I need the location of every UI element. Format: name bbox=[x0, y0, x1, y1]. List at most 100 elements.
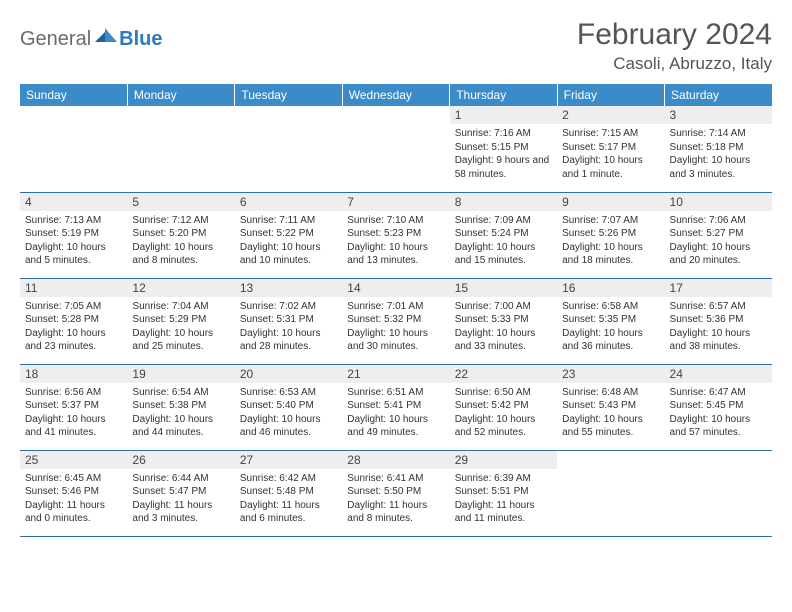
day-number: 23 bbox=[557, 365, 664, 383]
weekday-header: Tuesday bbox=[235, 84, 342, 106]
day-cell: 18Sunrise: 6:56 AMSunset: 5:37 PMDayligh… bbox=[20, 364, 127, 450]
day-details: Sunrise: 7:09 AMSunset: 5:24 PMDaylight:… bbox=[450, 211, 557, 272]
day-number: 8 bbox=[450, 193, 557, 211]
weekday-header: Thursday bbox=[450, 84, 557, 106]
day-cell: 19Sunrise: 6:54 AMSunset: 5:38 PMDayligh… bbox=[127, 364, 234, 450]
weekday-header: Sunday bbox=[20, 84, 127, 106]
day-details: Sunrise: 7:11 AMSunset: 5:22 PMDaylight:… bbox=[235, 211, 342, 272]
day-cell: 13Sunrise: 7:02 AMSunset: 5:31 PMDayligh… bbox=[235, 278, 342, 364]
day-details: Sunrise: 6:57 AMSunset: 5:36 PMDaylight:… bbox=[665, 297, 772, 358]
calendar-body: 1Sunrise: 7:16 AMSunset: 5:15 PMDaylight… bbox=[20, 106, 772, 536]
day-number: 13 bbox=[235, 279, 342, 297]
day-cell: 28Sunrise: 6:41 AMSunset: 5:50 PMDayligh… bbox=[342, 450, 449, 536]
day-number: 1 bbox=[450, 106, 557, 124]
day-number: 18 bbox=[20, 365, 127, 383]
logo-text-blue: Blue bbox=[119, 28, 162, 51]
weekday-header: Friday bbox=[557, 84, 664, 106]
day-cell: 10Sunrise: 7:06 AMSunset: 5:27 PMDayligh… bbox=[665, 192, 772, 278]
day-number: 11 bbox=[20, 279, 127, 297]
day-cell: 4Sunrise: 7:13 AMSunset: 5:19 PMDaylight… bbox=[20, 192, 127, 278]
day-cell: 8Sunrise: 7:09 AMSunset: 5:24 PMDaylight… bbox=[450, 192, 557, 278]
day-details: Sunrise: 6:44 AMSunset: 5:47 PMDaylight:… bbox=[127, 469, 234, 530]
day-details: Sunrise: 6:53 AMSunset: 5:40 PMDaylight:… bbox=[235, 383, 342, 444]
empty-cell bbox=[235, 106, 342, 192]
day-cell: 29Sunrise: 6:39 AMSunset: 5:51 PMDayligh… bbox=[450, 450, 557, 536]
day-details: Sunrise: 7:16 AMSunset: 5:15 PMDaylight:… bbox=[450, 124, 557, 185]
calendar-row: 11Sunrise: 7:05 AMSunset: 5:28 PMDayligh… bbox=[20, 278, 772, 364]
day-details: Sunrise: 7:13 AMSunset: 5:19 PMDaylight:… bbox=[20, 211, 127, 272]
empty-cell bbox=[20, 106, 127, 192]
empty-cell bbox=[342, 106, 449, 192]
day-details: Sunrise: 6:41 AMSunset: 5:50 PMDaylight:… bbox=[342, 469, 449, 530]
day-details: Sunrise: 6:42 AMSunset: 5:48 PMDaylight:… bbox=[235, 469, 342, 530]
day-number: 12 bbox=[127, 279, 234, 297]
day-number: 15 bbox=[450, 279, 557, 297]
day-cell: 16Sunrise: 6:58 AMSunset: 5:35 PMDayligh… bbox=[557, 278, 664, 364]
day-cell: 11Sunrise: 7:05 AMSunset: 5:28 PMDayligh… bbox=[20, 278, 127, 364]
day-cell: 20Sunrise: 6:53 AMSunset: 5:40 PMDayligh… bbox=[235, 364, 342, 450]
day-cell: 9Sunrise: 7:07 AMSunset: 5:26 PMDaylight… bbox=[557, 192, 664, 278]
day-cell: 3Sunrise: 7:14 AMSunset: 5:18 PMDaylight… bbox=[665, 106, 772, 192]
weekday-header: Saturday bbox=[665, 84, 772, 106]
day-number: 20 bbox=[235, 365, 342, 383]
logo-text-general: General bbox=[20, 28, 91, 51]
empty-cell bbox=[665, 450, 772, 536]
day-details: Sunrise: 7:00 AMSunset: 5:33 PMDaylight:… bbox=[450, 297, 557, 358]
day-number: 26 bbox=[127, 451, 234, 469]
day-number: 7 bbox=[342, 193, 449, 211]
day-cell: 1Sunrise: 7:16 AMSunset: 5:15 PMDaylight… bbox=[450, 106, 557, 192]
day-number: 14 bbox=[342, 279, 449, 297]
day-cell: 26Sunrise: 6:44 AMSunset: 5:47 PMDayligh… bbox=[127, 450, 234, 536]
day-cell: 23Sunrise: 6:48 AMSunset: 5:43 PMDayligh… bbox=[557, 364, 664, 450]
day-cell: 6Sunrise: 7:11 AMSunset: 5:22 PMDaylight… bbox=[235, 192, 342, 278]
title-block: February 2024 Casoli, Abruzzo, Italy bbox=[577, 18, 772, 74]
header: General Blue February 2024 Casoli, Abruz… bbox=[20, 18, 772, 74]
day-cell: 14Sunrise: 7:01 AMSunset: 5:32 PMDayligh… bbox=[342, 278, 449, 364]
day-number: 10 bbox=[665, 193, 772, 211]
day-details: Sunrise: 7:15 AMSunset: 5:17 PMDaylight:… bbox=[557, 124, 664, 185]
day-number: 29 bbox=[450, 451, 557, 469]
day-number: 6 bbox=[235, 193, 342, 211]
day-cell: 24Sunrise: 6:47 AMSunset: 5:45 PMDayligh… bbox=[665, 364, 772, 450]
calendar-table: SundayMondayTuesdayWednesdayThursdayFrid… bbox=[20, 84, 772, 537]
location: Casoli, Abruzzo, Italy bbox=[577, 54, 772, 74]
calendar-row: 1Sunrise: 7:16 AMSunset: 5:15 PMDaylight… bbox=[20, 106, 772, 192]
weekday-header: Monday bbox=[127, 84, 234, 106]
day-number: 3 bbox=[665, 106, 772, 124]
empty-cell bbox=[127, 106, 234, 192]
day-details: Sunrise: 6:56 AMSunset: 5:37 PMDaylight:… bbox=[20, 383, 127, 444]
day-details: Sunrise: 7:12 AMSunset: 5:20 PMDaylight:… bbox=[127, 211, 234, 272]
day-details: Sunrise: 6:50 AMSunset: 5:42 PMDaylight:… bbox=[450, 383, 557, 444]
day-cell: 12Sunrise: 7:04 AMSunset: 5:29 PMDayligh… bbox=[127, 278, 234, 364]
day-details: Sunrise: 7:10 AMSunset: 5:23 PMDaylight:… bbox=[342, 211, 449, 272]
month-title: February 2024 bbox=[577, 18, 772, 52]
day-number: 4 bbox=[20, 193, 127, 211]
day-number: 22 bbox=[450, 365, 557, 383]
logo-flag-icon bbox=[95, 28, 117, 51]
day-cell: 7Sunrise: 7:10 AMSunset: 5:23 PMDaylight… bbox=[342, 192, 449, 278]
logo: General Blue bbox=[20, 18, 163, 51]
calendar-row: 4Sunrise: 7:13 AMSunset: 5:19 PMDaylight… bbox=[20, 192, 772, 278]
calendar-row: 18Sunrise: 6:56 AMSunset: 5:37 PMDayligh… bbox=[20, 364, 772, 450]
day-number: 16 bbox=[557, 279, 664, 297]
day-details: Sunrise: 7:01 AMSunset: 5:32 PMDaylight:… bbox=[342, 297, 449, 358]
calendar-row: 25Sunrise: 6:45 AMSunset: 5:46 PMDayligh… bbox=[20, 450, 772, 536]
empty-cell bbox=[557, 450, 664, 536]
day-cell: 5Sunrise: 7:12 AMSunset: 5:20 PMDaylight… bbox=[127, 192, 234, 278]
day-cell: 21Sunrise: 6:51 AMSunset: 5:41 PMDayligh… bbox=[342, 364, 449, 450]
day-number: 28 bbox=[342, 451, 449, 469]
day-number: 9 bbox=[557, 193, 664, 211]
day-details: Sunrise: 6:47 AMSunset: 5:45 PMDaylight:… bbox=[665, 383, 772, 444]
day-number: 17 bbox=[665, 279, 772, 297]
day-number: 21 bbox=[342, 365, 449, 383]
day-details: Sunrise: 7:05 AMSunset: 5:28 PMDaylight:… bbox=[20, 297, 127, 358]
day-number: 24 bbox=[665, 365, 772, 383]
day-details: Sunrise: 7:14 AMSunset: 5:18 PMDaylight:… bbox=[665, 124, 772, 185]
day-details: Sunrise: 6:58 AMSunset: 5:35 PMDaylight:… bbox=[557, 297, 664, 358]
day-details: Sunrise: 7:06 AMSunset: 5:27 PMDaylight:… bbox=[665, 211, 772, 272]
day-cell: 27Sunrise: 6:42 AMSunset: 5:48 PMDayligh… bbox=[235, 450, 342, 536]
day-details: Sunrise: 6:51 AMSunset: 5:41 PMDaylight:… bbox=[342, 383, 449, 444]
day-details: Sunrise: 6:39 AMSunset: 5:51 PMDaylight:… bbox=[450, 469, 557, 530]
day-number: 2 bbox=[557, 106, 664, 124]
day-cell: 25Sunrise: 6:45 AMSunset: 5:46 PMDayligh… bbox=[20, 450, 127, 536]
